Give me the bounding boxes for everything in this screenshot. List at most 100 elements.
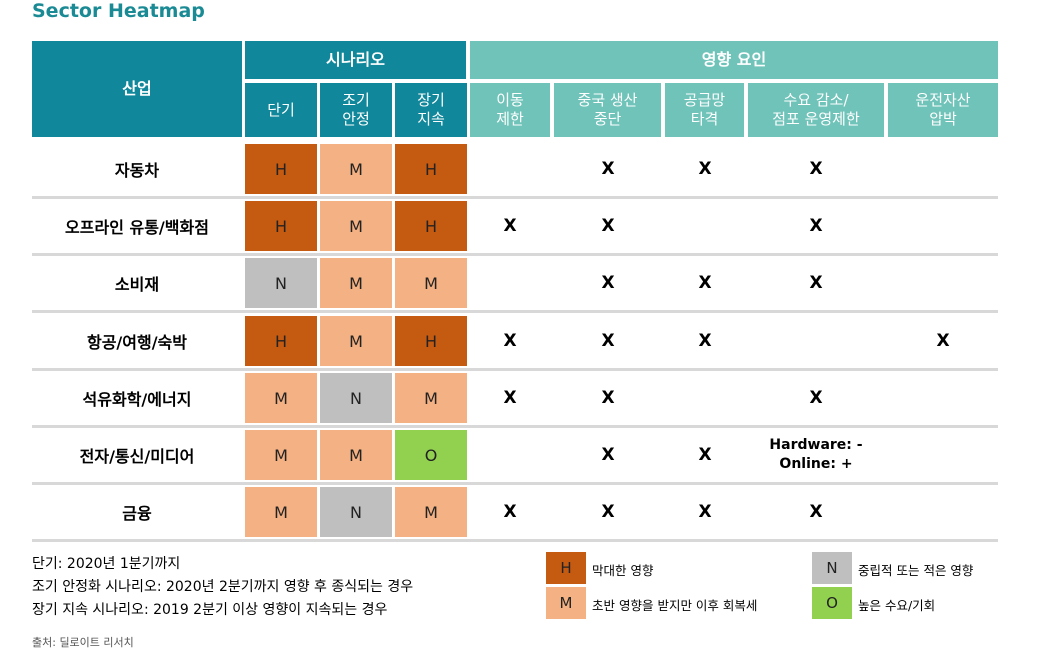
row-separator (32, 368, 998, 371)
heat-cell: H (395, 144, 467, 194)
header-factor-1: 중국 생산 중단 (554, 83, 661, 137)
header-scenario-group-label: 시나리오 (326, 50, 385, 69)
heat-cell: M (245, 430, 317, 480)
legend-n-label: 중립적 또는 적은 영향 (858, 563, 974, 578)
factor-mark: X (698, 159, 712, 179)
row-separator (32, 482, 998, 485)
heat-cell: M (320, 201, 392, 251)
heat-cell: H (395, 201, 467, 251)
heat-cell: M (320, 316, 392, 366)
header-scenario-2-line2: 지속 (417, 110, 445, 128)
header-scenario-2: 장기 지속 (395, 83, 467, 137)
legend-h-swatch: H (546, 552, 586, 584)
heat-cell: N (320, 373, 392, 423)
factor-note-line: Hardware: - (769, 437, 863, 454)
heat-cell: M (320, 430, 392, 480)
header-factor-2-line1: 공급망 (683, 91, 726, 110)
row-label-4: 석유화학/에너지 (82, 390, 192, 409)
heat-cell: M (245, 373, 317, 423)
heat-cell: H (395, 316, 467, 366)
header-factor-3: 수요 감소/점포 운영제한 (748, 83, 884, 137)
legend-n-swatch: N (812, 552, 852, 584)
factor-mark: X (601, 216, 615, 236)
header-factor-0-line1: 이동 (496, 91, 524, 110)
header-factor-0-line2: 제한 (496, 110, 524, 128)
factor-mark: X (503, 502, 517, 522)
header-factor-4-line2: 압박 (929, 110, 957, 128)
source-note: 출처: 딜로이트 리서치 (32, 636, 134, 649)
row-separator (32, 253, 998, 256)
factor-mark: X (698, 273, 712, 293)
legend-m-label: 초반 영향을 받지만 이후 회복세 (592, 598, 758, 613)
heat-cell: H (245, 201, 317, 251)
header-scenario-0: 단기 (245, 83, 317, 137)
header-factors-group-label: 영향 요인 (701, 50, 767, 69)
factor-mark: X (601, 273, 615, 293)
factor-mark: X (601, 445, 615, 465)
heat-cell: H (245, 316, 317, 366)
heat-cell: N (320, 487, 392, 537)
note-early-stabilization: 조기 안정화 시나리오: 2020년 2분기까지 영향 후 종식되는 경우 (32, 579, 414, 595)
heat-cell: H (245, 144, 317, 194)
row-label-1: 오프라인 유통/백화점 (65, 218, 209, 237)
row-label-0: 자동차 (114, 161, 160, 180)
factor-mark: X (936, 331, 950, 351)
header-factor-1-line1: 중국 생산 (577, 91, 638, 110)
legend-m-swatch: M (546, 587, 586, 619)
factor-note-5-3: Hardware: - Online: + (741, 428, 891, 482)
heat-cell: M (395, 258, 467, 308)
header-scenario-0-line1: 단기 (267, 100, 295, 119)
header-factors-group: 영향 요인 (470, 41, 998, 79)
row-separator (32, 310, 998, 313)
header-factor-3-line2: 점포 운영제한 (772, 110, 860, 128)
row-label-6: 금융 (122, 504, 152, 523)
header-factor-0: 이동 제한 (470, 83, 550, 137)
heat-cell: M (245, 487, 317, 537)
header-scenario-2-line1: 장기 (417, 91, 445, 110)
factor-mark: X (809, 273, 823, 293)
factor-mark: X (503, 388, 517, 408)
note-long-term: 장기 지속 시나리오: 2019 2분기 이상 영향이 지속되는 경우 (32, 602, 388, 618)
factor-mark: X (601, 502, 615, 522)
factor-mark: X (809, 216, 823, 236)
heat-cell: M (395, 487, 467, 537)
header-factor-4: 운전자산 압박 (888, 83, 998, 137)
note-short-term: 단기: 2020년 1분기까지 (32, 556, 181, 572)
factor-note-line: Online: + (779, 456, 853, 472)
factor-mark: X (503, 216, 517, 236)
factor-mark: X (698, 445, 712, 465)
row-label-3: 항공/여행/숙박 (86, 333, 187, 352)
legend-o-label: 높은 수요/기회 (858, 598, 936, 613)
row-separator (32, 196, 998, 199)
heat-cell: M (320, 258, 392, 308)
heat-cell: O (395, 430, 467, 480)
header-scenario-1-line1: 조기 (342, 91, 370, 110)
factor-mark: X (809, 388, 823, 408)
factor-mark: X (809, 159, 823, 179)
factor-mark: X (698, 502, 712, 522)
legend-o-swatch: O (812, 587, 852, 619)
row-label-5: 전자/통신/미디어 (79, 447, 195, 466)
header-factor-2-line2: 타격 (690, 110, 719, 128)
factor-mark: X (601, 331, 615, 351)
factor-mark: X (601, 159, 615, 179)
factor-mark: X (809, 502, 823, 522)
header-factor-1-line2: 중단 (593, 110, 622, 128)
row-label-2: 소비재 (114, 275, 160, 294)
header-scenario-1-line2: 안정 (342, 110, 370, 128)
heat-cell: N (245, 258, 317, 308)
heat-cell: M (320, 144, 392, 194)
header-factor-3-line1: 수요 감소/ (783, 91, 849, 110)
heat-cell: M (395, 373, 467, 423)
legend-h-label: 막대한 영향 (592, 563, 654, 578)
factor-mark: X (601, 388, 615, 408)
row-separator (32, 539, 998, 542)
header-scenario-1: 조기 안정 (320, 83, 392, 137)
header-factor-4-line1: 운전자산 (915, 91, 971, 110)
header-scenario-group: 시나리오 (245, 41, 466, 79)
factor-mark: X (698, 331, 712, 351)
header-factor-2: 공급망 타격 (665, 83, 744, 137)
factor-mark: X (503, 331, 517, 351)
header-industry-label: 산업 (122, 79, 152, 98)
row-separator (32, 425, 998, 428)
